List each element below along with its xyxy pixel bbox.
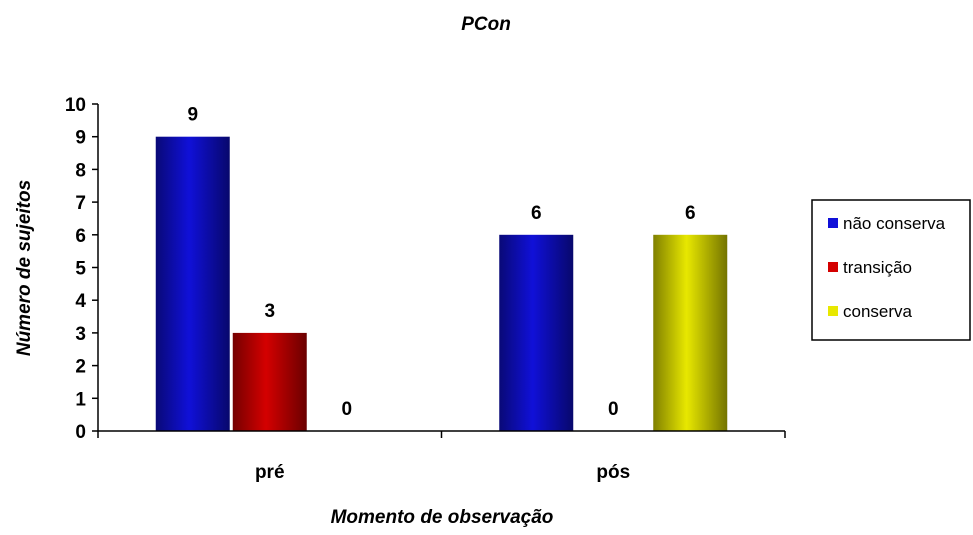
y-tick-label: 3 bbox=[75, 324, 86, 345]
data-label: 6 bbox=[685, 203, 696, 224]
bar bbox=[653, 234, 728, 431]
y-tick-label: 7 bbox=[75, 193, 86, 214]
x-category-label: pré bbox=[255, 462, 285, 483]
bar bbox=[155, 136, 230, 431]
legend-swatch bbox=[828, 218, 838, 228]
y-tick-label: 0 bbox=[75, 422, 86, 443]
data-labels: 9 3 0 6 0 6 bbox=[187, 105, 695, 420]
data-label: 9 bbox=[187, 105, 198, 126]
legend-swatch bbox=[828, 306, 838, 316]
data-label: 3 bbox=[264, 301, 275, 322]
x-axis-title: Momento de observação bbox=[331, 507, 554, 528]
y-axis-title: Número de sujeitos bbox=[14, 180, 35, 356]
y-tick-label: 9 bbox=[75, 128, 86, 149]
y-tick-label: 1 bbox=[75, 389, 86, 410]
x-axis-categories: pré pós bbox=[97, 431, 786, 483]
y-tick-label: 5 bbox=[75, 259, 86, 280]
bar bbox=[232, 332, 307, 431]
y-tick-label: 8 bbox=[75, 160, 86, 181]
legend-swatch bbox=[828, 262, 838, 272]
x-category-label: pós bbox=[596, 462, 630, 483]
y-tick-label: 10 bbox=[65, 95, 86, 116]
legend-label: transição bbox=[843, 258, 912, 277]
y-tick-label: 2 bbox=[75, 357, 86, 378]
bars bbox=[155, 136, 728, 431]
chart-title: PCon bbox=[461, 14, 511, 35]
y-tick-label: 6 bbox=[75, 226, 86, 247]
legend-box bbox=[811, 199, 971, 341]
y-tick-label: 4 bbox=[75, 291, 86, 312]
legend: não conserva transição conserva bbox=[811, 199, 971, 341]
data-label: 6 bbox=[531, 203, 542, 224]
legend-label: conserva bbox=[843, 302, 913, 321]
y-axis-ticks: 0 1 2 3 4 5 6 7 8 9 10 bbox=[65, 95, 98, 443]
data-label: 0 bbox=[341, 399, 352, 420]
bar bbox=[499, 234, 574, 431]
legend-label: não conserva bbox=[843, 214, 946, 233]
data-label: 0 bbox=[608, 399, 619, 420]
